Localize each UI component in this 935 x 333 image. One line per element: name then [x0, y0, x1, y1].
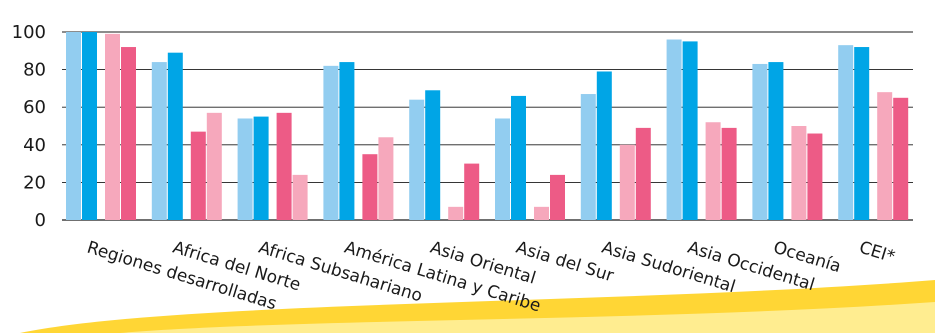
swoosh-highlight — [120, 302, 935, 333]
bar — [791, 126, 807, 220]
bar — [237, 118, 253, 220]
y-axis-ticks: 0 20 40 60 80 100 — [12, 22, 46, 231]
bar — [378, 137, 394, 220]
bar — [253, 116, 269, 220]
y-tick-label: 40 — [23, 135, 46, 156]
bar — [893, 97, 909, 220]
bar — [877, 92, 893, 220]
y-tick-label: 60 — [23, 97, 46, 118]
bar — [854, 47, 870, 220]
bar — [596, 71, 612, 220]
bar — [495, 118, 510, 220]
bar — [206, 112, 222, 220]
y-tick-label: 20 — [23, 172, 46, 193]
bar — [807, 133, 823, 220]
bar — [339, 62, 355, 220]
decorative-swoosh — [20, 280, 935, 333]
bar — [721, 127, 737, 220]
bar — [534, 206, 549, 220]
bar — [323, 65, 339, 220]
bar — [190, 131, 206, 220]
bar — [409, 99, 425, 220]
bar — [580, 94, 596, 220]
x-tick-label: CEI* — [857, 238, 897, 268]
bar — [292, 174, 308, 220]
bar — [362, 154, 378, 220]
bar — [425, 90, 441, 220]
bar — [752, 63, 768, 221]
bar — [105, 33, 120, 220]
bar — [682, 41, 698, 221]
bar — [448, 206, 464, 220]
bar — [550, 174, 565, 220]
y-tick-label: 0 — [35, 210, 46, 231]
bars — [66, 32, 909, 221]
bar — [666, 39, 682, 220]
bar — [838, 45, 854, 220]
bar — [464, 163, 480, 220]
bar — [768, 62, 784, 220]
bar — [635, 127, 651, 220]
bar — [151, 62, 167, 220]
bar — [121, 47, 136, 220]
y-tick-label: 80 — [23, 60, 46, 81]
bar — [705, 122, 721, 220]
bar — [276, 112, 292, 220]
bar — [66, 32, 81, 220]
y-tick-label: 100 — [12, 22, 46, 43]
bar — [82, 32, 97, 220]
bar — [619, 144, 635, 220]
grid-lines — [62, 31, 913, 221]
bar — [511, 95, 526, 220]
bar — [167, 52, 183, 221]
